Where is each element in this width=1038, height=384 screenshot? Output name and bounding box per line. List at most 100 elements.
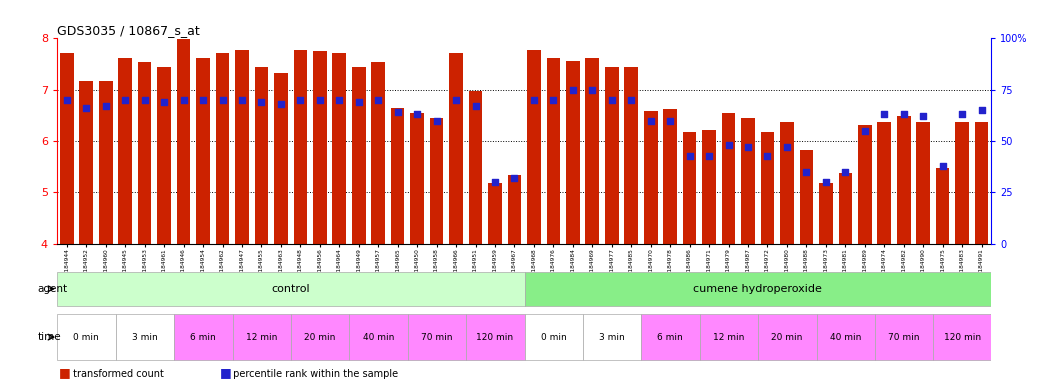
Point <box>273 101 290 107</box>
Point <box>565 87 581 93</box>
Bar <box>799 151 813 244</box>
Point <box>117 97 134 103</box>
Bar <box>99 81 112 244</box>
Text: time: time <box>37 332 61 342</box>
Bar <box>449 53 463 244</box>
Point <box>643 118 659 124</box>
Point <box>525 97 542 103</box>
Bar <box>80 81 93 244</box>
Point <box>292 97 308 103</box>
Bar <box>118 58 132 244</box>
Bar <box>196 58 210 244</box>
Text: percentile rank within the sample: percentile rank within the sample <box>230 369 399 379</box>
Point <box>429 118 445 124</box>
Text: 120 min: 120 min <box>944 333 981 342</box>
Point <box>331 97 348 103</box>
Point <box>253 99 270 105</box>
Point <box>156 99 172 105</box>
Bar <box>158 67 171 244</box>
Bar <box>583 314 641 360</box>
Point <box>507 175 523 181</box>
Bar <box>430 118 443 244</box>
Text: 20 min: 20 min <box>771 333 802 342</box>
Text: 12 min: 12 min <box>246 333 277 342</box>
Text: 70 min: 70 min <box>887 333 920 342</box>
Bar <box>116 314 174 360</box>
Bar <box>936 168 950 244</box>
Bar <box>700 314 758 360</box>
Bar <box>138 61 152 244</box>
Text: transformed count: transformed count <box>70 369 163 379</box>
Point <box>311 97 328 103</box>
Bar <box>641 314 700 360</box>
Point <box>720 142 737 148</box>
Text: 40 min: 40 min <box>362 333 393 342</box>
Text: 6 min: 6 min <box>657 333 683 342</box>
Point <box>818 179 835 185</box>
Bar <box>291 314 350 360</box>
Bar <box>527 50 541 244</box>
Bar <box>605 67 619 244</box>
Bar <box>294 50 307 244</box>
Bar <box>839 173 852 244</box>
Bar <box>524 314 583 360</box>
Point <box>954 111 971 118</box>
Text: control: control <box>271 284 310 294</box>
Bar <box>57 271 524 306</box>
Point <box>584 87 601 93</box>
Bar <box>585 58 599 244</box>
Bar <box>817 314 875 360</box>
Bar <box>566 61 579 244</box>
Text: 70 min: 70 min <box>420 333 453 342</box>
Bar <box>508 174 521 244</box>
Bar <box>60 53 74 244</box>
Bar <box>488 183 501 244</box>
Bar <box>350 314 408 360</box>
Point <box>701 152 717 159</box>
Text: 3 min: 3 min <box>599 333 625 342</box>
Bar <box>57 314 116 360</box>
Bar <box>313 51 327 244</box>
Point <box>467 103 484 109</box>
Bar <box>877 122 891 244</box>
Bar <box>741 118 755 244</box>
Text: 0 min: 0 min <box>541 333 567 342</box>
Bar <box>391 108 405 244</box>
Point <box>974 107 990 113</box>
Point <box>681 152 698 159</box>
Point <box>662 118 679 124</box>
Text: cumene hydroperoxide: cumene hydroperoxide <box>693 284 822 294</box>
Point <box>934 163 951 169</box>
Bar <box>703 130 716 244</box>
Bar <box>897 116 910 244</box>
Bar <box>216 53 229 244</box>
Text: ■: ■ <box>59 366 71 379</box>
Bar <box>819 183 832 244</box>
Point <box>370 97 386 103</box>
Bar <box>408 314 466 360</box>
Point <box>759 152 775 159</box>
Point <box>545 97 562 103</box>
Bar <box>644 111 657 244</box>
Text: agent: agent <box>37 284 67 294</box>
Bar <box>233 314 291 360</box>
Bar <box>933 314 991 360</box>
Bar <box>547 58 561 244</box>
Text: 6 min: 6 min <box>190 333 216 342</box>
Bar <box>524 271 991 306</box>
Bar <box>975 122 988 244</box>
Point <box>175 97 192 103</box>
Point <box>351 99 367 105</box>
Bar <box>663 109 677 244</box>
Point <box>876 111 893 118</box>
Text: GDS3035 / 10867_s_at: GDS3035 / 10867_s_at <box>57 24 200 37</box>
Bar <box>875 314 933 360</box>
Bar <box>372 61 385 244</box>
Point <box>603 97 620 103</box>
Text: 120 min: 120 min <box>476 333 514 342</box>
Bar <box>254 67 268 244</box>
Point <box>487 179 503 185</box>
Point <box>195 97 212 103</box>
Text: 12 min: 12 min <box>713 333 744 342</box>
Bar <box>176 40 190 244</box>
